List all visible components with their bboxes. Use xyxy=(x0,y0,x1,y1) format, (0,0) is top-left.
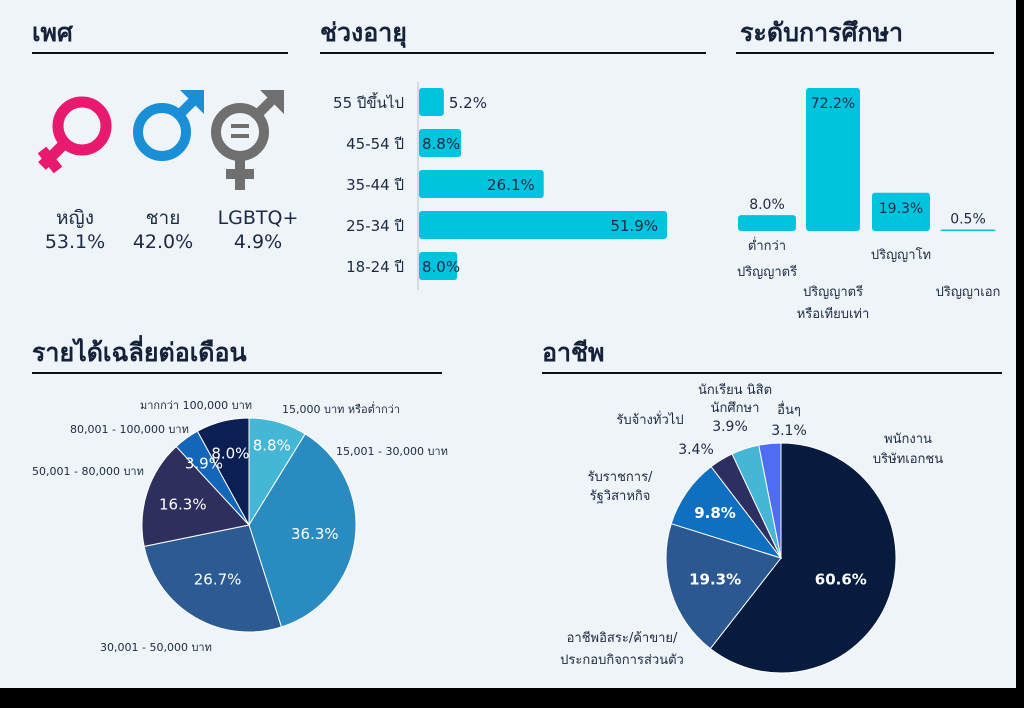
education-category-label: ปริญญาเอก xyxy=(936,285,1001,300)
occupation-slice xyxy=(758,442,782,559)
occupation-slice-label: นักเรียน นิสิต xyxy=(698,382,772,398)
income-slice-label: 15,001 - 30,000 บาท xyxy=(336,445,448,458)
income-slice-value: 8.0% xyxy=(211,444,249,462)
age-value-label: 8.8% xyxy=(422,135,460,153)
education-bar-chart: 8.0% ต่ำกว่าปริญญาตรี 72.2% ปริญญาตรีหรือเท… xyxy=(737,88,1001,322)
occupation-title: อาชีพ xyxy=(542,338,605,367)
occupation-slice-label: บริษัทเอกชน xyxy=(873,452,943,467)
income-pie-chart: 8.8% 36.3% 26.7% 16.3% 3.9%8.0% 15,000 บาท หร… xyxy=(32,399,448,654)
income-slice xyxy=(248,433,357,628)
occupation-slice-value: 3.1% xyxy=(771,423,807,439)
lgbtq-arrow-head xyxy=(260,90,284,114)
occupation-slice-label: อื่นๆ xyxy=(777,401,801,418)
female-symbol-icon xyxy=(37,96,112,174)
occupation-slice-label: รับจ้างทั่วไป xyxy=(616,411,683,428)
income-slice-label: มากกว่า 100,000 บาท xyxy=(140,399,252,412)
income-slice-label: 15,000 บาท หรือต่ำกว่า xyxy=(282,401,400,416)
infographic-canvas: เพศ ช่วงอายุ ระดับการศึกษา รายได้เฉลี่ยต… xyxy=(0,0,1016,688)
age-title-rule xyxy=(320,52,706,54)
education-category-label: หรือเทียบเท่า xyxy=(797,306,870,322)
occupation-slice xyxy=(709,442,897,674)
income-slice-label: 80,001 - 100,000 บาท xyxy=(70,423,189,436)
income-slice xyxy=(141,445,250,547)
education-value-label: 0.5% xyxy=(950,212,986,228)
occupation-slice-label: อาชีพอิสระ/ค้าขาย/ xyxy=(567,630,678,646)
occupation-slice-label: รัฐวิสาหกิจ xyxy=(590,489,651,504)
gender-female-label: หญิง xyxy=(56,207,94,229)
occupation-slice-value: 60.6% xyxy=(815,571,867,589)
age-bar xyxy=(419,211,667,239)
gender-female-value: 53.1% xyxy=(44,231,106,253)
income-title-rule xyxy=(32,372,442,374)
equals-mark xyxy=(231,124,249,138)
age-category-label: 35-44 ปี xyxy=(346,176,404,194)
education-bar xyxy=(872,192,930,231)
occupation-title-rule xyxy=(542,372,1002,374)
gender-icons xyxy=(37,90,284,190)
age-bar xyxy=(419,170,544,198)
gender-male: ชาย 42.0% xyxy=(118,206,208,254)
occupation-slice-label: รับราชการ/ xyxy=(588,470,653,485)
education-title: ระดับการศึกษา xyxy=(740,18,904,47)
occupation-slice-label: นักศึกษา xyxy=(711,401,760,416)
age-category-label: 45-54 ปี xyxy=(346,135,404,153)
education-category-label: ต่ำกว่า xyxy=(748,237,786,254)
age-category-label: 18-24 ปี xyxy=(346,258,404,276)
education-bar xyxy=(738,215,796,231)
occupation-pie-chart: 60.6% 19.3% 9.8% 3.4% 3.9% 3.1% พนักงานบริษัทเ… xyxy=(560,382,943,674)
occupation-slice xyxy=(665,523,782,650)
age-value-label: 5.2% xyxy=(449,94,487,112)
income-slice-value: 26.7% xyxy=(194,571,242,589)
income-title: รายได้เฉลี่ยต่อเดือน xyxy=(32,338,247,367)
age-bar xyxy=(419,129,462,157)
gender-lgbtq-label: LGBTQ+ xyxy=(217,207,299,229)
education-value-label: 8.0% xyxy=(749,197,785,213)
education-value-label: 72.2% xyxy=(811,96,855,112)
lgbtq-symbol-icon xyxy=(211,90,282,190)
gender-lgbtq: LGBTQ+ 4.9% xyxy=(213,206,303,254)
income-slice xyxy=(143,524,283,633)
gender-male-value: 42.0% xyxy=(132,231,194,253)
occupation-slice-label: พนักงาน xyxy=(884,432,932,447)
age-category-label: 25-34 ปี xyxy=(346,217,404,235)
gender-male-label: ชาย xyxy=(145,207,181,229)
age-category-label: 55 ปีขึ้นไป xyxy=(333,92,404,112)
age-bar xyxy=(419,252,458,280)
male-symbol-icon xyxy=(133,90,204,161)
income-slice-label: 30,001 - 50,000 บาท xyxy=(100,641,212,654)
income-slice-label: 50,001 - 80,000 บาท xyxy=(32,465,144,478)
occupation-slice-value: 3.4% xyxy=(678,442,714,458)
income-slice-value: 36.3% xyxy=(291,525,339,543)
gender-title-rule xyxy=(32,52,288,54)
age-bar xyxy=(419,88,444,116)
gender-lgbtq-value: 4.9% xyxy=(233,231,283,253)
male-arrow-head xyxy=(180,90,204,114)
education-category-label: ปริญญาโท xyxy=(871,247,931,263)
occupation-slice-value: 19.3% xyxy=(689,571,741,589)
occupation-slice-value: 9.8% xyxy=(694,504,736,522)
income-slice-value: 16.3% xyxy=(159,496,207,514)
occupation-slice-label: ประกอบกิจการส่วนตัว xyxy=(560,653,684,668)
occupation-slice-value: 3.9% xyxy=(712,419,748,435)
income-slice-value: 3.9% xyxy=(185,455,223,473)
age-value-label: 26.1% xyxy=(487,176,535,194)
education-bar xyxy=(940,229,996,231)
gender-female: หญิง 53.1% xyxy=(30,206,120,254)
education-category-label: ปริญญาตรี xyxy=(803,284,863,300)
age-value-label: 8.0% xyxy=(422,258,460,276)
income-slice-value: 8.8% xyxy=(253,437,291,455)
education-category-label: ปริญญาตรี xyxy=(737,264,797,280)
education-title-rule xyxy=(736,52,994,54)
education-value-label: 19.3% xyxy=(879,201,923,217)
age-value-label: 51.9% xyxy=(610,217,658,235)
age-title: ช่วงอายุ xyxy=(320,18,407,47)
age-bar-chart: 55 ปีขึ้นไป 5.2% 45-54 ปี 8.8% 35-44 ปี 26.1%… xyxy=(333,82,667,290)
education-bar xyxy=(806,88,860,231)
income-slice xyxy=(196,417,250,526)
gender-title: เพศ xyxy=(32,18,73,47)
